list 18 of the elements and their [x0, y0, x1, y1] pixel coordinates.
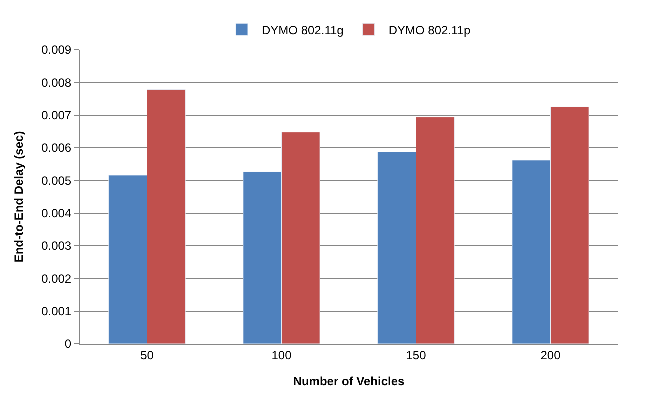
legend-label: DYMO 802.11g — [262, 23, 344, 38]
x-axis-title: Number of Vehicles — [293, 374, 406, 388]
y-tick-label: 0.004 — [42, 206, 72, 221]
x-tick-label: 50 — [140, 348, 154, 362]
y-axis-title: End-to-End Delay (sec) — [12, 131, 26, 263]
y-tick-label: 0.008 — [42, 76, 72, 90]
y-tick-label: 0.001 — [42, 304, 72, 319]
y-tick-label: 0.005 — [42, 174, 72, 188]
y-tick-label: 0.009 — [42, 43, 72, 58]
y-tick-label: 0.003 — [42, 239, 72, 254]
x-tick-label: 100 — [272, 348, 292, 362]
y-tick-label: 0.006 — [42, 141, 72, 156]
legend-label: DYMO 802.11p — [388, 23, 471, 38]
y-tick-label: 0.002 — [42, 272, 72, 286]
x-tick-label: 200 — [540, 348, 562, 362]
x-tick-label: 150 — [406, 348, 427, 362]
y-tick-label: 0 — [64, 337, 72, 352]
y-tick-label: 0.007 — [42, 108, 72, 123]
